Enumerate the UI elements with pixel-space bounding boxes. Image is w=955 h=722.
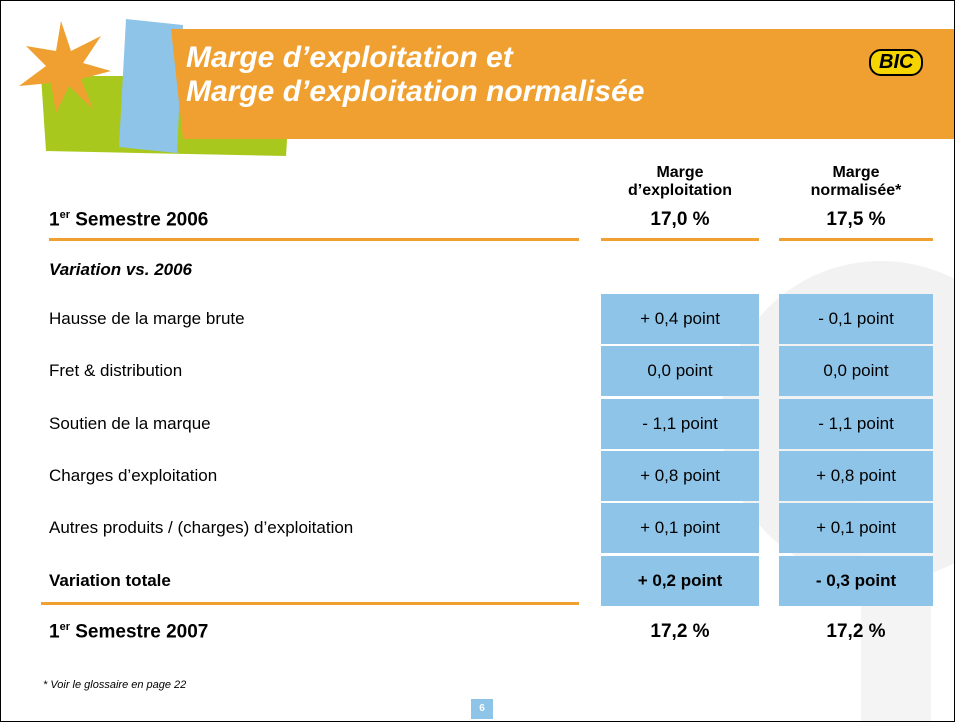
page-number: 6 (471, 699, 493, 719)
value: 17,2 % (650, 621, 710, 642)
section-label: Variation vs. 2006 (49, 260, 193, 279)
column-header: d’exploitation (628, 182, 732, 199)
column-header: Marge (832, 164, 880, 181)
row-label: 1er Semestre 2006 (49, 209, 208, 231)
row-label: Fret & distribution (49, 361, 183, 381)
column-header: Marge (656, 164, 704, 181)
row-label: Charges d’exploitation (49, 465, 218, 485)
value-cell: + 0,8 point (601, 450, 759, 501)
rule (49, 238, 579, 241)
value-cell: 0,0 point (601, 346, 759, 397)
label-part: 1 (49, 621, 60, 643)
value-cell: - 1,1 point (779, 398, 933, 449)
label-part: Semestre 2006 (69, 209, 209, 231)
footnote: * Voir le glossaire en page 22 (43, 679, 187, 691)
title-line: Marge d’exploitation et (186, 41, 513, 74)
label-part: 1 (49, 209, 60, 231)
column-header: normalisée* (810, 182, 902, 199)
value-cell: - 0,1 point (779, 294, 933, 344)
row-label: Variation totale (49, 570, 171, 590)
row-label: 1er Semestre 2007 (49, 621, 208, 643)
value-cell: + 0,8 point (779, 450, 933, 501)
value-cell: - 1,1 point (601, 398, 759, 449)
row-label: Autres produits / (charges) d’exploitati… (49, 518, 354, 538)
value: 17,0 % (650, 209, 710, 230)
value: 17,5 % (826, 209, 886, 230)
label-part: er (59, 621, 70, 633)
rule (601, 238, 759, 241)
value-cell: + 0,2 point (601, 555, 759, 606)
rule (41, 602, 579, 605)
row-label: Hausse de la marge brute (49, 309, 245, 328)
label-part: Semestre 2007 (69, 621, 209, 643)
value: 17,2 % (826, 621, 886, 642)
rule (779, 238, 933, 241)
title-line: Marge d’exploitation normalisée (186, 75, 645, 108)
value-cell: 0,0 point (779, 346, 933, 397)
value-cell: - 0,3 point (779, 555, 933, 606)
value-cell: + 0,1 point (601, 503, 759, 554)
logo: BIC (869, 49, 924, 76)
value-cell: + 0,4 point (601, 294, 759, 344)
title: Marge d’exploitation et Marge d’exploita… (186, 41, 644, 109)
label-part: er (59, 209, 70, 221)
value-cell: + 0,1 point (779, 503, 933, 554)
row-label: Soutien de la marque (49, 413, 211, 433)
